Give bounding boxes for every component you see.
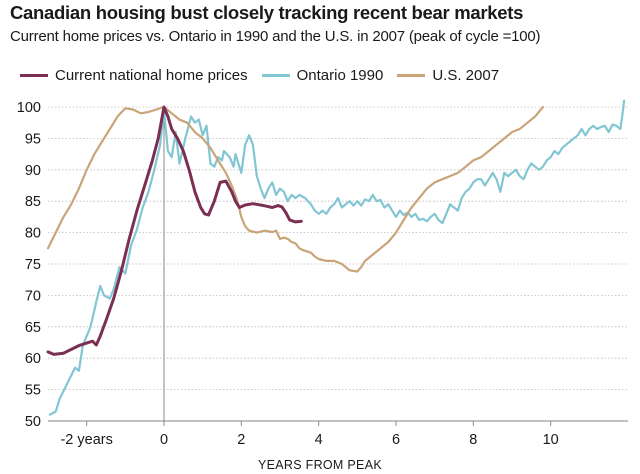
y-tick-label-70: 70 (25, 288, 41, 304)
x-tick-label-0: 0 (160, 432, 168, 448)
x-tick-label-6: 6 (392, 432, 400, 448)
legend-swatch-current-national (20, 74, 48, 77)
x-tick-label-4: 4 (315, 432, 323, 448)
y-axis-ticks: 50 55 60 65 70 75 80 85 90 95 100 (17, 100, 41, 430)
y-tick-label-95: 95 (25, 131, 41, 147)
legend-item-us-2007: U.S. 2007 (397, 67, 499, 84)
legend-label-us-2007: U.S. 2007 (432, 67, 500, 84)
x-axis-title: YEARS FROM PEAK (258, 458, 382, 472)
legend-swatch-us-2007 (397, 74, 426, 77)
y-tick-label-80: 80 (25, 226, 41, 242)
series-line-ontario-1990 (48, 99, 626, 416)
x-tick-label-10: 10 (543, 432, 559, 448)
x-tick-label-8: 8 (469, 432, 477, 448)
x-axis-ticks: -2 years 0 2 4 6 8 10 (60, 421, 559, 448)
grid-lines (48, 106, 628, 422)
series-line-u-s-2007 (46, 105, 544, 273)
chart-subtitle: Current home prices vs. Ontario in 1990 … (10, 28, 541, 45)
y-tick-label-65: 65 (25, 320, 41, 336)
x-tick-label--2: -2 years (60, 432, 112, 448)
series-lines (46, 99, 626, 416)
y-tick-label-75: 75 (25, 257, 41, 273)
y-tick-label-55: 55 (25, 383, 41, 399)
chart-legend: Current national home prices Ontario 199… (20, 67, 513, 84)
y-tick-label-100: 100 (17, 100, 41, 116)
y-tick-label-85: 85 (25, 194, 41, 210)
series-line-current-national-home-prices (46, 105, 303, 356)
legend-item-ontario-1990: Ontario 1990 (261, 67, 384, 84)
y-tick-label-50: 50 (25, 414, 41, 430)
legend-item-current-national: Current national home prices (20, 67, 248, 84)
legend-label-ontario-1990: Ontario 1990 (296, 67, 384, 84)
y-tick-label-90: 90 (25, 163, 41, 179)
y-tick-label-60: 60 (25, 351, 41, 367)
legend-swatch-ontario-1990 (261, 74, 290, 77)
x-tick-label-2: 2 (237, 432, 245, 448)
legend-label-current-national: Current national home prices (55, 67, 248, 84)
chart-title: Canadian housing bust closely tracking r… (10, 2, 524, 23)
